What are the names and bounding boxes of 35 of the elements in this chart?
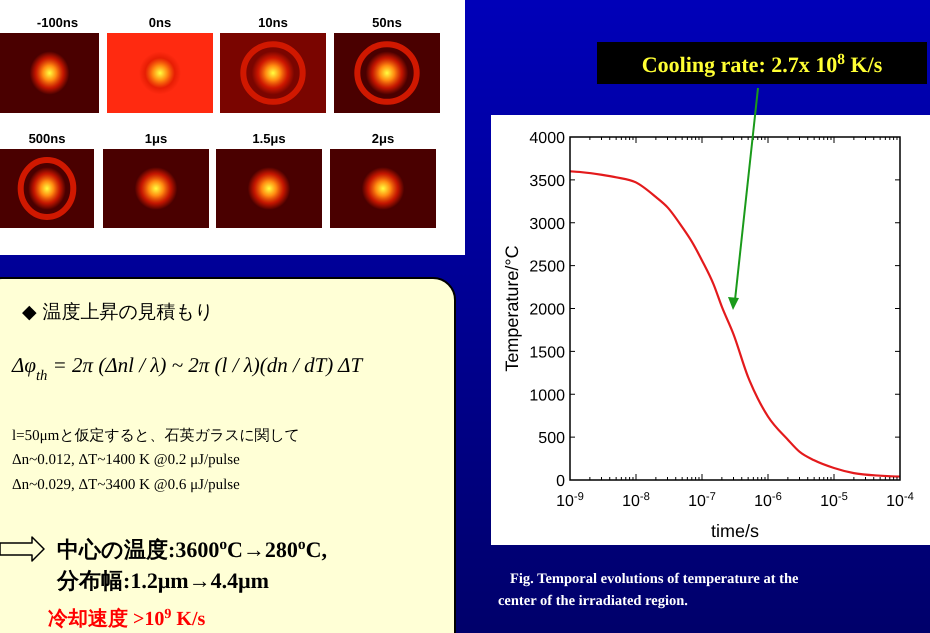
y-axis-title: Temperature/°C	[502, 245, 522, 372]
y-tick-label: 2500	[529, 258, 566, 276]
text: 0ns	[148, 15, 172, 30]
y-tick-label: 1500	[529, 344, 566, 362]
y-tick-label: 0	[556, 473, 566, 490]
x-tick-label: 10$^{-8}$	[622, 491, 650, 510]
text: 冷却速度 >10$^{9}$ K/s	[48, 606, 206, 630]
text: ◆ 温度上昇の見積もり	[22, 301, 214, 323]
x-tick-label: 10$^{-5}$	[820, 491, 848, 510]
y-tick-label: 1000	[529, 387, 566, 404]
y-tick-label: 3000	[529, 216, 566, 233]
text: Δφ$_{th}$ = 2π (Δnl / λ) ~ 2π (l / λ)(dn / dT) ΔT	[11, 353, 364, 384]
text: 分布幅:1.2μm→4.4μm	[56, 568, 269, 593]
y-tick-label: 4000	[529, 130, 566, 147]
text: 中心の温度:3600$^{o}$C→280$^{o}$C,	[57, 536, 328, 562]
text: Δn~0.012, ΔT~1400 K @0.2 μJ/pulse	[12, 452, 240, 468]
text: 10ns	[258, 15, 288, 30]
text: 2μs	[372, 131, 394, 146]
y-tick-label: 3500	[529, 172, 566, 190]
x-tick-label: 10$^{-4}$	[886, 491, 914, 510]
y-tick-label: 2000	[529, 302, 566, 318]
x-tick-label: 10$^{-6}$	[754, 491, 782, 510]
x-tick-label: 10$^{-7}$	[688, 491, 716, 510]
text: l=50μmと仮定すると、石英ガラスに関して	[12, 427, 300, 444]
text: 1μs	[144, 131, 168, 146]
text: Cooling rate: 2.7x 10$^{8}$ K/s	[642, 50, 883, 77]
text: 1.5μs	[252, 131, 286, 146]
x-axis-title: time/s	[710, 521, 760, 541]
y-tick-label: 500	[538, 430, 566, 448]
text: 50ns	[372, 15, 402, 30]
text: 500ns	[28, 131, 66, 146]
x-tick-label: 10$^{-9}$	[556, 491, 584, 510]
text: Fig. Temporal evolutions of temperature at the center of the irradiated region.	[498, 571, 800, 609]
text: Δn~0.029, ΔT~3400 K @0.6 μJ/pulse	[12, 477, 240, 493]
text: -100ns	[36, 15, 78, 30]
